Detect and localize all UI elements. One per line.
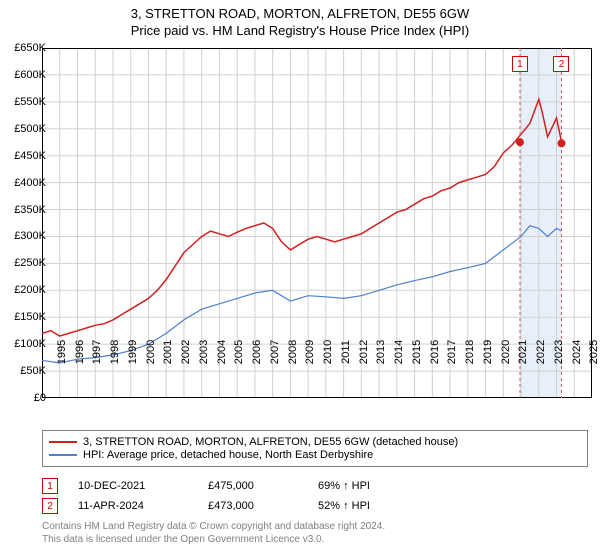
y-axis-label: £400K: [6, 177, 46, 189]
sale-hpi-delta: 52% ↑ HPI: [318, 500, 408, 512]
y-axis-label: £200K: [6, 284, 46, 296]
x-axis-label: 2026: [592, 340, 600, 364]
sale-date: 10-DEC-2021: [78, 480, 188, 492]
legend-swatch: [49, 441, 77, 443]
y-axis-label: £450K: [6, 150, 46, 162]
sale-row: 1 10-DEC-2021 £475,000 69% ↑ HPI: [42, 478, 588, 494]
chart-title-block: 3, STRETTON ROAD, MORTON, ALFRETON, DE55…: [0, 0, 600, 38]
chart-subtitle: Price paid vs. HM Land Registry's House …: [0, 23, 600, 38]
chart-sale-callout: 2: [553, 56, 569, 72]
y-axis-label: £50K: [6, 365, 46, 377]
footer-line: This data is licensed under the Open Gov…: [42, 533, 588, 546]
y-axis-label: £150K: [6, 311, 46, 323]
sale-row: 2 11-APR-2024 £473,000 52% ↑ HPI: [42, 498, 588, 514]
y-axis-label: £550K: [6, 96, 46, 108]
sale-price: £473,000: [208, 500, 298, 512]
legend: 3, STRETTON ROAD, MORTON, ALFRETON, DE55…: [42, 430, 588, 467]
chart-title: 3, STRETTON ROAD, MORTON, ALFRETON, DE55…: [0, 6, 600, 21]
sale-marker-badge: 2: [42, 498, 58, 514]
sale-hpi-delta: 69% ↑ HPI: [318, 480, 408, 492]
legend-swatch: [49, 454, 77, 456]
chart-sale-callout: 1: [512, 56, 528, 72]
y-axis-label: £0: [6, 392, 46, 404]
legend-row: HPI: Average price, detached house, Nort…: [49, 449, 581, 461]
y-axis-label: £500K: [6, 123, 46, 135]
y-axis-label: £650K: [6, 42, 46, 54]
footer-attribution: Contains HM Land Registry data © Crown c…: [42, 520, 588, 546]
sale-date: 11-APR-2024: [78, 500, 188, 512]
y-axis-label: £250K: [6, 257, 46, 269]
legend-label: 3, STRETTON ROAD, MORTON, ALFRETON, DE55…: [83, 436, 458, 448]
y-axis-label: £300K: [6, 230, 46, 242]
legend-row: 3, STRETTON ROAD, MORTON, ALFRETON, DE55…: [49, 436, 581, 448]
y-axis-label: £100K: [6, 338, 46, 350]
legend-label: HPI: Average price, detached house, Nort…: [83, 449, 373, 461]
sale-records: 1 10-DEC-2021 £475,000 69% ↑ HPI 2 11-AP…: [42, 474, 588, 518]
sale-marker-badge: 1: [42, 478, 58, 494]
footer-line: Contains HM Land Registry data © Crown c…: [42, 520, 588, 533]
sale-price: £475,000: [208, 480, 298, 492]
y-axis-label: £600K: [6, 69, 46, 81]
y-axis-label: £350K: [6, 204, 46, 216]
